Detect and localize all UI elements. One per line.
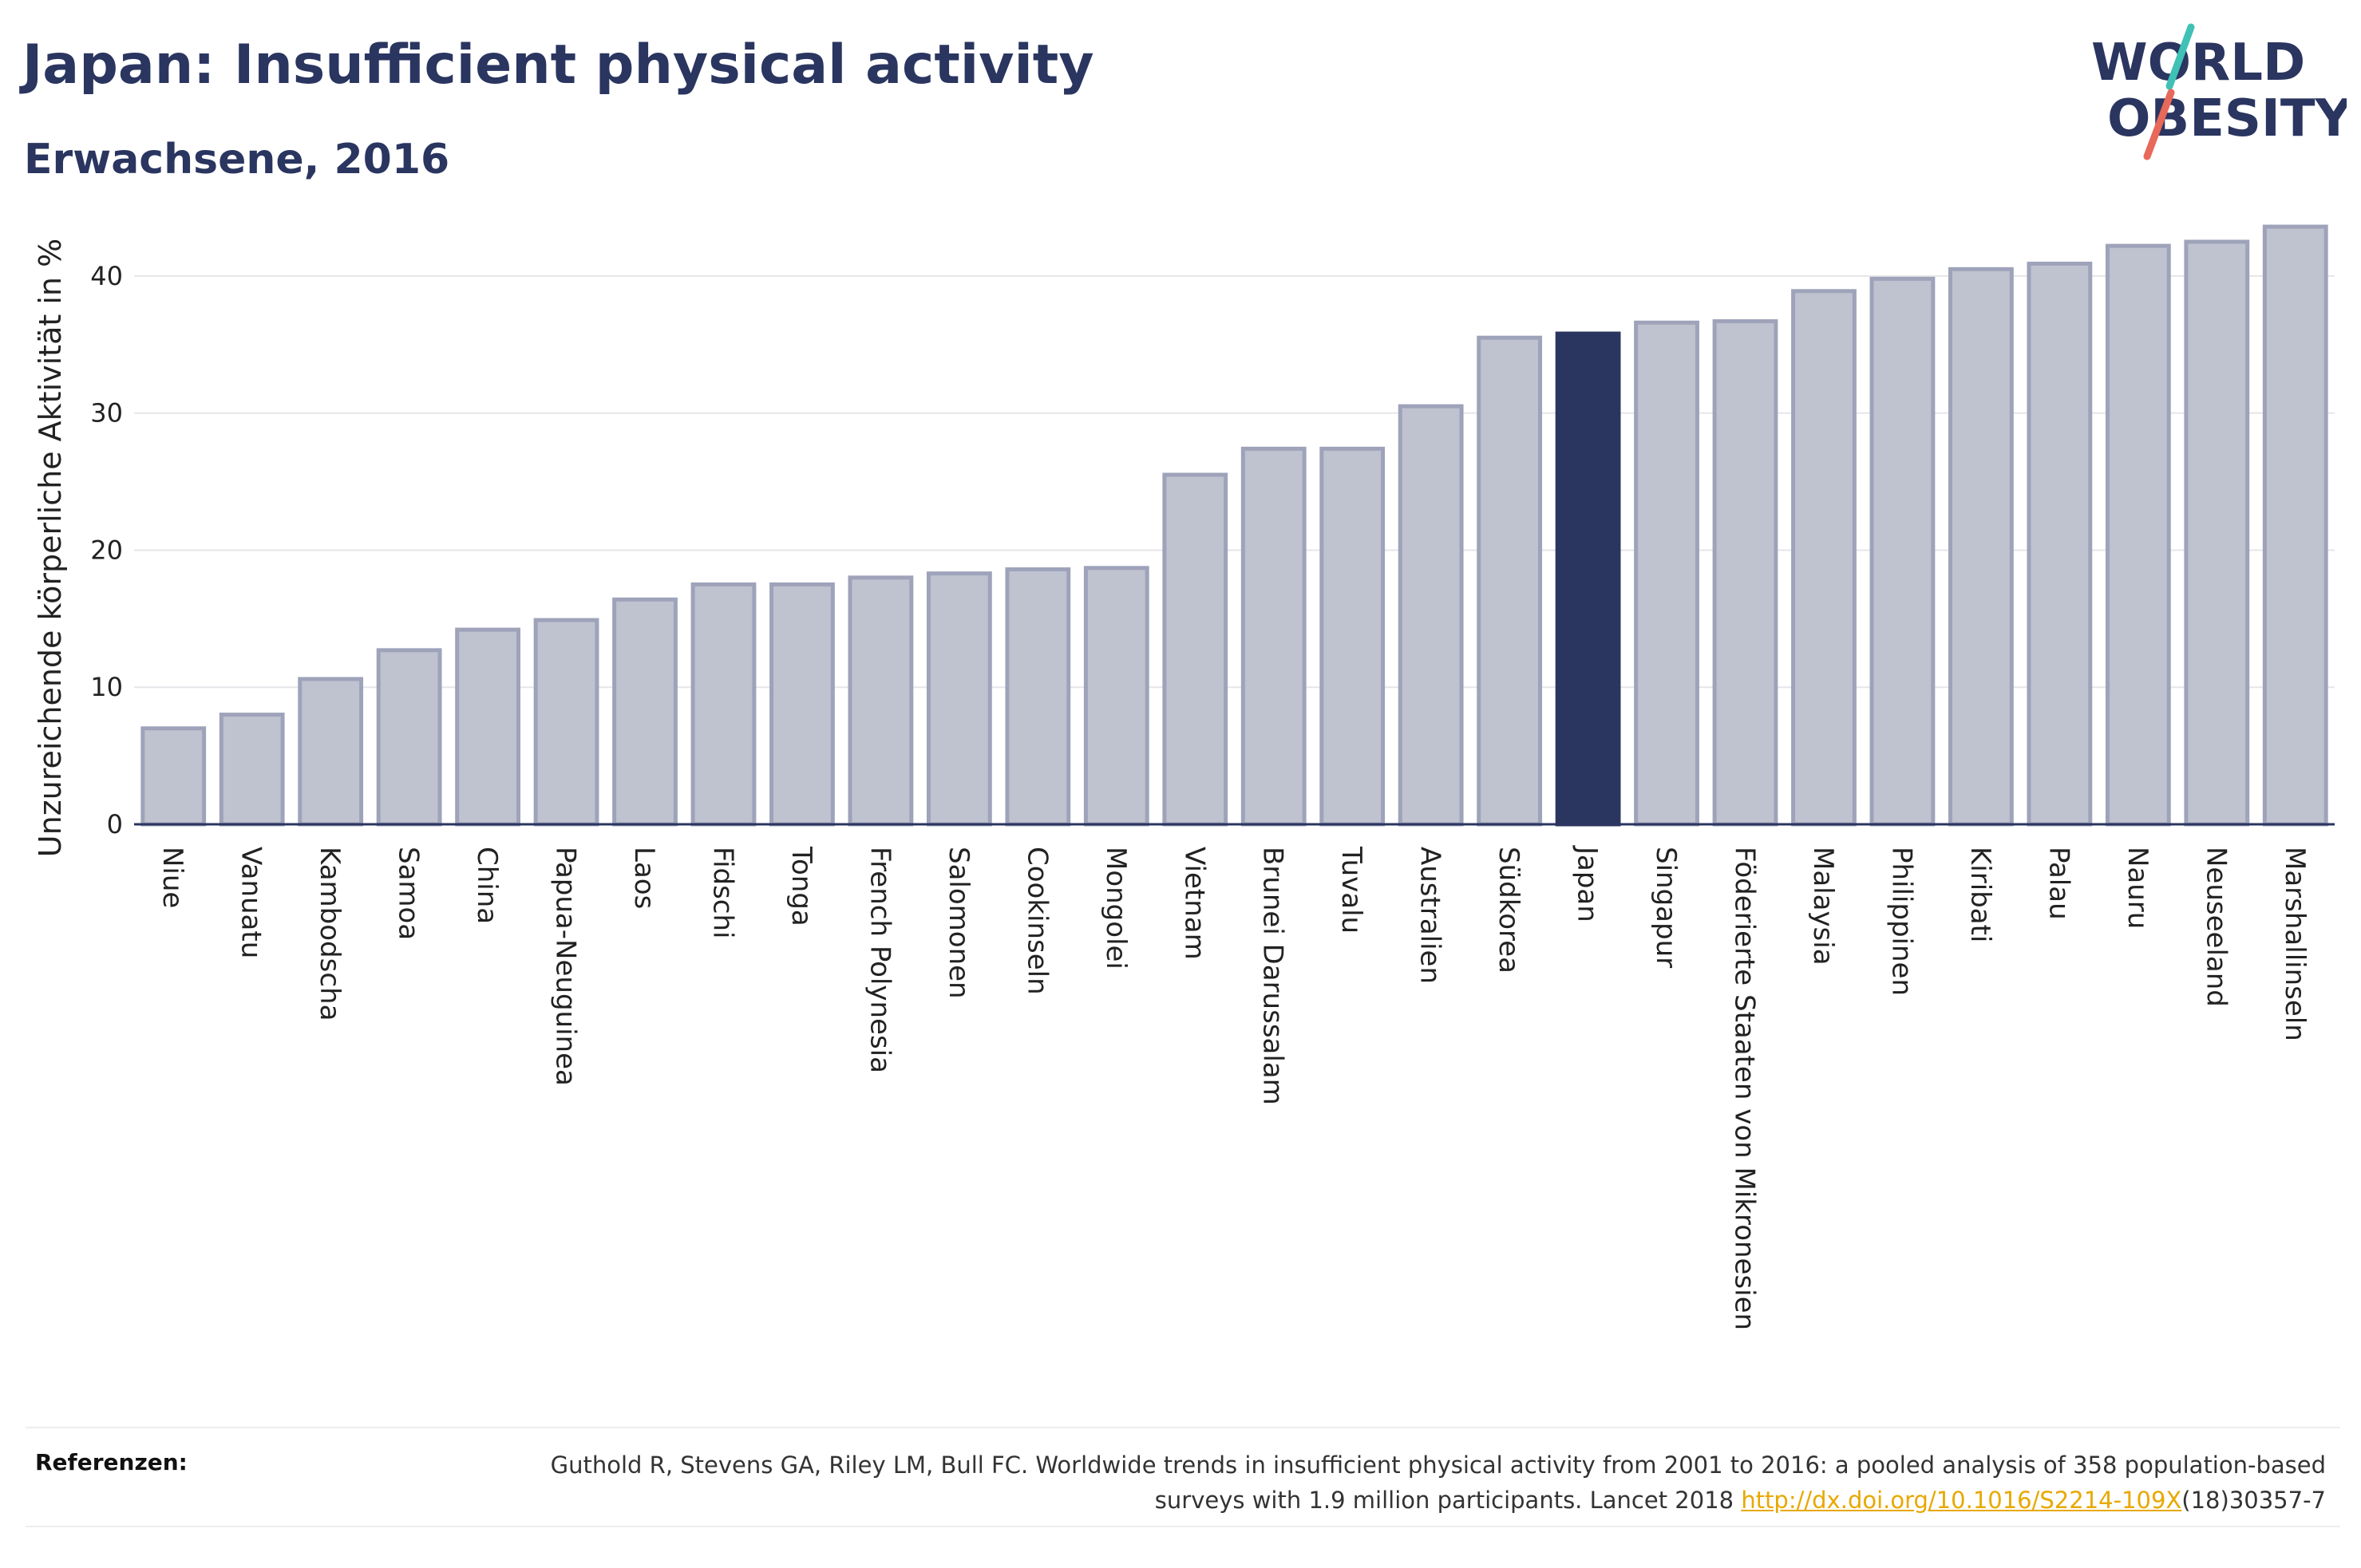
bar (2027, 261, 2093, 827)
bar (1083, 566, 1149, 827)
x-tick-label: Niue (156, 847, 188, 908)
y-tick-label: 40 (90, 261, 123, 291)
bar (1240, 446, 1307, 827)
y-axis-title: Unzureichende körperliche Aktivität in % (33, 239, 68, 857)
bar (2262, 224, 2328, 827)
bar-highlighted (1555, 331, 1621, 827)
bar (219, 713, 285, 827)
x-tick-label: Föderierte Staaten von Mikronesien (1729, 847, 1761, 1330)
x-tick-label: Tonga (785, 846, 817, 926)
x-tick-label: Kambodscha (314, 847, 346, 1021)
references-label: Referenzen: (35, 1449, 188, 1475)
bar (376, 648, 442, 827)
bar (1005, 567, 1071, 827)
x-tick-label: Samoa (393, 847, 425, 940)
y-tick-label: 0 (107, 809, 123, 839)
x-tick-label: Nauru (2122, 847, 2153, 929)
bar (1948, 267, 2014, 827)
references-doi-link[interactable]: http://dx.doi.org/10.1016/S2214-109X (1741, 1487, 2182, 1514)
x-tick-label: Vietnam (1178, 847, 1210, 960)
y-tick-label: 10 (90, 672, 123, 702)
x-tick-label: Palau (2043, 847, 2074, 920)
x-tick-label: Tuvalu (1335, 846, 1367, 934)
references-citation: Guthold R, Stevens GA, Riley LM, Bull FC… (550, 1451, 2326, 1514)
x-tick-label: French Polynesia (864, 847, 896, 1073)
bar (612, 597, 678, 827)
x-tick-label: Mongolei (1100, 847, 1132, 970)
logo-slash-coral (2143, 89, 2175, 160)
references-divider-top (26, 1427, 2340, 1428)
bar (533, 618, 599, 827)
bar (1398, 404, 1464, 827)
chart-subtitle: Erwachsene, 2016 (24, 136, 450, 184)
x-tick-label: Singapur (1650, 847, 1682, 968)
bar (690, 582, 757, 827)
x-tick-label: Philippinen (1885, 847, 1917, 996)
y-tick-label: 20 (90, 535, 123, 565)
bar (140, 726, 207, 827)
x-tick-label: Australien (1414, 847, 1446, 984)
x-tick-label: Südkorea (1493, 847, 1525, 974)
bar (926, 571, 992, 827)
bar (1712, 319, 1778, 827)
bar (298, 677, 364, 827)
x-tick-label: Japan (1572, 845, 1604, 922)
chart-title: Japan: Insufficient physical activity (22, 34, 1094, 97)
bar (2105, 243, 2171, 827)
bar (848, 575, 914, 827)
x-tick-label: Vanuatu (235, 847, 267, 958)
bar-chart: 0 10 20 30 40 Unzureichende körperliche Aktiv… (33, 224, 2335, 1330)
x-tick-label: Neuseeland (2200, 847, 2232, 1007)
bar (1477, 335, 1543, 827)
x-tick-label: Kiribati (1964, 847, 1996, 942)
bar (1162, 472, 1228, 827)
x-tick-label: Malaysia (1807, 847, 1839, 966)
references-divider-bottom (26, 1526, 2340, 1527)
bar (1869, 276, 1936, 827)
x-tick-label: Laos (628, 847, 660, 909)
x-tick-label: Papua-Neuguinea (550, 847, 582, 1086)
x-tick-label: Salomonen (943, 847, 975, 999)
x-tick-label: China (471, 847, 503, 924)
logo-word-world: WORLD (2091, 34, 2305, 93)
logo-slash-teal (2165, 23, 2195, 90)
bar (769, 582, 835, 827)
x-tick-label: Brunei Darussalam (1257, 847, 1289, 1105)
x-tick-label: Fidschi (706, 847, 738, 939)
bar (1791, 289, 1857, 827)
bar (2184, 239, 2250, 827)
y-tick-label: 30 (90, 398, 123, 429)
x-tick-label: Marshallinseln (2279, 847, 2311, 1041)
world-obesity-logo: WORLD OBESITY (2091, 23, 2347, 160)
references-citation-suffix: (18)30357-7 (2181, 1487, 2326, 1514)
logo-word-obesity: OBESITY (2107, 89, 2347, 148)
bar (1319, 446, 1386, 827)
bar (455, 627, 520, 827)
x-tick-label: Cookinseln (1021, 847, 1053, 995)
references-text: Guthold R, Stevens GA, Riley LM, Bull FC… (490, 1448, 2326, 1518)
bar (1634, 320, 1699, 827)
